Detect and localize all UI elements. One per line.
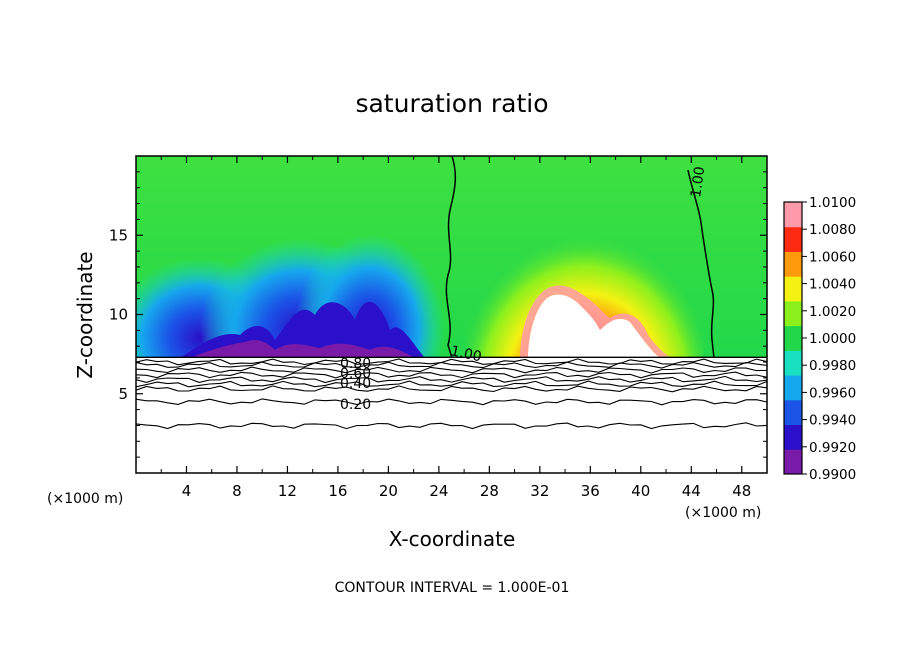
- x-tick-label: 12: [278, 482, 297, 500]
- colorbar-tick-label: 0.9960: [809, 385, 856, 401]
- contour-label-0-40: 0.40: [340, 376, 371, 392]
- moist-region: [465, 190, 705, 358]
- colorbar-tick-label: 1.0080: [809, 222, 856, 238]
- lower-contour-lines: [135, 356, 768, 430]
- lower-contour-line: [135, 361, 768, 369]
- filled-contours: [136, 156, 767, 358]
- y-axis-title: Z-coordinate: [73, 251, 97, 378]
- colorbar-tick-label: 0.9940: [809, 413, 856, 429]
- colorbar-swatch: [784, 375, 802, 401]
- colorbar-swatch: [784, 300, 802, 327]
- y-tick-label: 15: [109, 226, 128, 244]
- lower-contour-line: [135, 385, 768, 393]
- x-tick-label: 44: [682, 482, 701, 500]
- x-tick-label: 20: [379, 482, 398, 500]
- colorbar-tick-label: 0.9900: [809, 467, 856, 483]
- chart-title: saturation ratio: [355, 89, 548, 118]
- colorbar-tick-label: 1.0020: [809, 304, 856, 320]
- colorbar: 1.0100 1.0080 1.0060 1.0040 1.0020 1.0000 0.99…: [783, 195, 856, 483]
- x-tick-label: 48: [732, 482, 751, 500]
- y-tick-label: 10: [109, 306, 128, 324]
- contour-label-1-00-right: 1.00: [688, 165, 708, 198]
- lower-contour-line: [135, 371, 768, 379]
- lower-contour-line: [135, 398, 768, 406]
- colorbar-tick-label: 1.0000: [809, 331, 856, 347]
- contour-line-1-00-right: [687, 169, 715, 358]
- dry-edge: [190, 340, 415, 358]
- x-tick-label: 28: [480, 482, 499, 500]
- contour-label-0-20: 0.20: [340, 397, 371, 413]
- contour-label-0-80: 0.80: [340, 356, 371, 372]
- x-axis: 4 8 12 16 20 24 28 32 36 40 44 48: [160, 156, 751, 500]
- supersaturated-white-core: [528, 294, 660, 358]
- colorbar-swatch: [784, 399, 802, 426]
- lower-contour-line: [135, 375, 768, 384]
- contour-interval-note: CONTOUR INTERVAL = 1.000E-01: [335, 580, 570, 596]
- x-tick-label: 4: [182, 482, 192, 500]
- x-tick-label: 16: [328, 482, 347, 500]
- lower-contour-line: [135, 422, 768, 430]
- x-axis-title: X-coordinate: [389, 527, 516, 551]
- colorbar-swatch: [784, 325, 802, 351]
- x-tick-label: 36: [581, 482, 600, 500]
- colorbar-swatch: [784, 276, 802, 302]
- colorbar-swatch: [784, 251, 802, 277]
- colorbar-swatch: [784, 424, 802, 450]
- contour-label-1-00-left: 1.00: [449, 343, 483, 365]
- y-axis: 5 10 15: [109, 171, 767, 458]
- x-tick-label: 32: [530, 482, 549, 500]
- colorbar-swatch: [784, 350, 802, 376]
- contour-label-0-60: 0.60: [340, 366, 371, 382]
- x-tick-label: 40: [631, 482, 650, 500]
- x-unit-label-left: (×1000 m): [47, 491, 123, 507]
- colorbar-tick-label: 1.0100: [809, 195, 856, 211]
- lower-contour-line: [135, 380, 768, 388]
- lower-contour-line: [135, 358, 768, 366]
- x-unit-label-right: (×1000 m): [685, 505, 761, 521]
- colorbar-swatch: [784, 449, 802, 475]
- colorbar-tick-label: 1.0060: [809, 249, 856, 265]
- x-tick-label: 24: [429, 482, 448, 500]
- colorbar-tick-label: 1.0040: [809, 277, 856, 293]
- colorbar-swatch: [784, 202, 802, 228]
- contour-line-1-00-left: [445, 156, 457, 358]
- pink-rim: [520, 285, 672, 358]
- colorbar-swatch: [784, 226, 802, 252]
- colorbar-tick-label: 0.9980: [809, 358, 856, 374]
- x-tick-label: 8: [232, 482, 242, 500]
- y-tick-label: 5: [118, 385, 128, 403]
- colorbar-tick-label: 0.9920: [809, 440, 856, 456]
- lower-contour-line: [135, 366, 768, 374]
